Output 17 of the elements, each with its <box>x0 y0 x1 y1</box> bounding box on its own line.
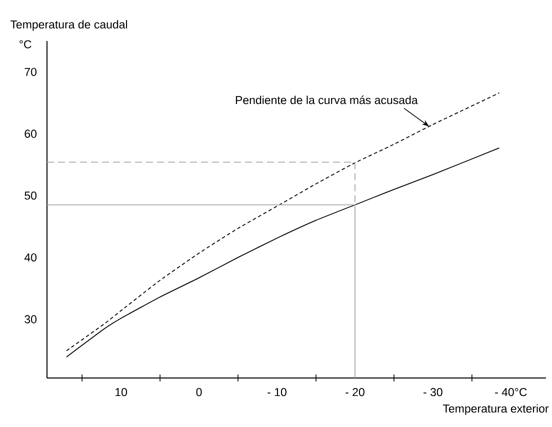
x-tick-label: 0 <box>196 388 202 396</box>
line-series <box>66 92 500 352</box>
x-axis-title: Temperatura exterior <box>442 404 549 415</box>
x-tick-label: - 10 <box>268 388 286 396</box>
text: °C <box>20 40 32 48</box>
x-tick-label: 10 <box>116 388 128 396</box>
y-tick-label: 60 <box>24 130 37 138</box>
x-tick-label: - 40°C <box>495 388 527 396</box>
x-tick-label: - 20 <box>346 388 364 396</box>
line-series <box>66 148 500 358</box>
y-tick-label: 70 <box>24 68 37 76</box>
annotation: Pendiente de la curva más acusada <box>236 96 418 104</box>
y-tick-label: 40 <box>24 253 37 262</box>
y-tick-label: 30 <box>24 315 37 324</box>
y-tick-label: 50 <box>24 192 37 200</box>
y-axis-title: Temperatura de caudal <box>10 20 128 31</box>
x-tick-label: - 30 <box>424 388 442 396</box>
